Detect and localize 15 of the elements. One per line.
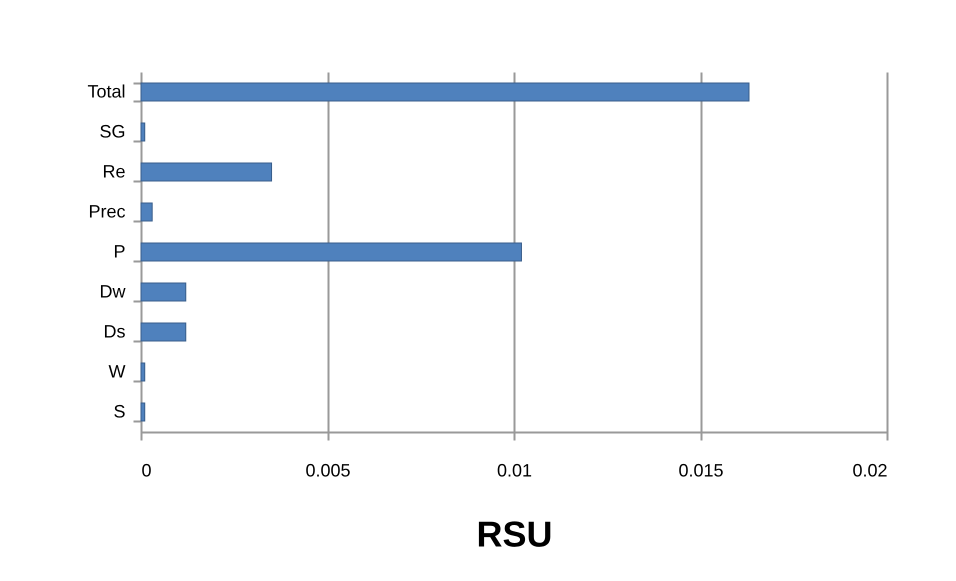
y-tick-label: P bbox=[113, 242, 126, 262]
y-tick-label: Total bbox=[87, 82, 126, 102]
y-tick-label: Prec bbox=[88, 202, 126, 222]
x-tick-label: 0.015 bbox=[678, 460, 724, 480]
x-axis-title: RSU bbox=[476, 514, 553, 554]
y-tick-label: SG bbox=[99, 122, 126, 142]
y-tick-label: S bbox=[113, 402, 126, 422]
x-tick-label: 0 bbox=[142, 460, 152, 480]
x-tick-label: 0.01 bbox=[496, 460, 532, 480]
x-tick-label: 0.02 bbox=[852, 460, 888, 480]
y-tick-label: Ds bbox=[104, 322, 126, 342]
y-tick-label: Dw bbox=[100, 282, 126, 302]
x-tick-label: 0.005 bbox=[305, 460, 351, 480]
y-tick-label: W bbox=[108, 362, 126, 382]
y-tick-label: Re bbox=[102, 162, 126, 182]
